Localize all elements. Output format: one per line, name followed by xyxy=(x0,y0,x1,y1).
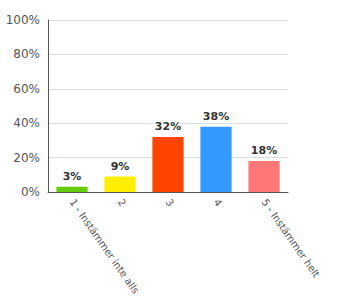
svg-text:5 - Instämmer helt: 5 - Instämmer helt xyxy=(259,197,321,280)
svg-text:20%: 20% xyxy=(13,151,40,165)
svg-text:38%: 38% xyxy=(203,110,229,123)
svg-text:1 - Instämmer inte alls: 1 - Instämmer inte alls xyxy=(67,197,141,296)
svg-text:60%: 60% xyxy=(13,82,40,96)
svg-text:3: 3 xyxy=(163,197,176,209)
svg-text:2: 2 xyxy=(115,197,128,209)
svg-text:4: 4 xyxy=(211,197,224,209)
svg-text:40%: 40% xyxy=(13,116,40,130)
svg-text:80%: 80% xyxy=(13,47,40,61)
svg-text:0%: 0% xyxy=(21,185,40,199)
svg-text:3%: 3% xyxy=(63,170,82,183)
svg-text:100%: 100% xyxy=(6,13,40,27)
svg-text:18%: 18% xyxy=(251,144,277,157)
svg-text:32%: 32% xyxy=(155,120,181,133)
svg-text:9%: 9% xyxy=(111,160,130,173)
